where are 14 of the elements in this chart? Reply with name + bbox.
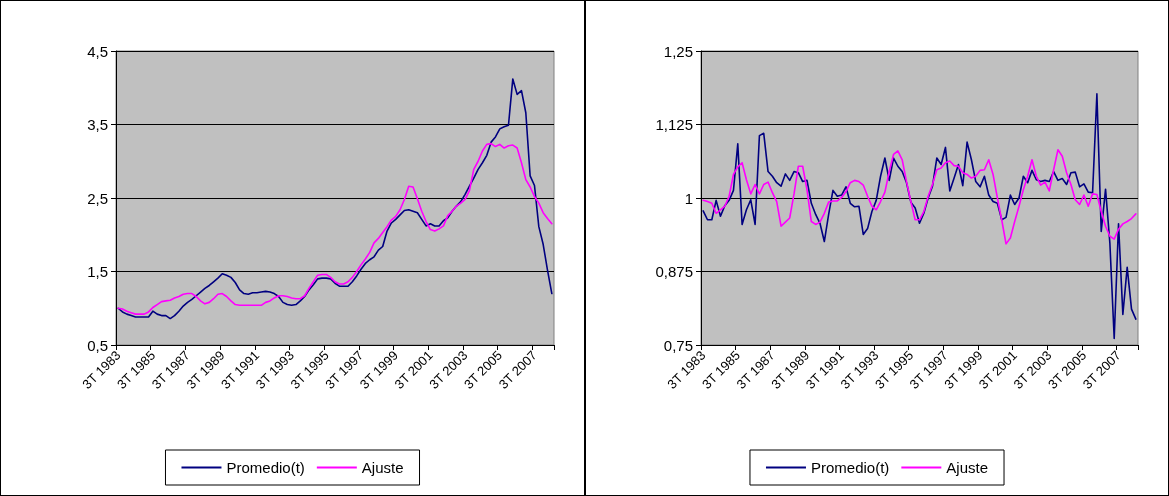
y-tick-label: 0,5 bbox=[87, 336, 108, 354]
y-tick-label: 4,5 bbox=[87, 42, 108, 60]
y-tick-label: 1 bbox=[684, 189, 693, 207]
y-tick-label: 3,5 bbox=[87, 116, 108, 133]
y-tick-label: 0,75 bbox=[663, 336, 693, 354]
y-tick-label: 1,25 bbox=[663, 42, 693, 60]
y-tick-label: 0,875 bbox=[655, 263, 693, 280]
y-tick-label: 1,5 bbox=[87, 263, 108, 280]
legend-label: Promedio(t) bbox=[226, 459, 305, 476]
y-tick-label: 1,125 bbox=[655, 116, 693, 133]
legend-label: Ajuste bbox=[361, 459, 404, 476]
y-tick-label: 2,5 bbox=[87, 189, 108, 207]
legend-label: Ajuste bbox=[946, 459, 989, 476]
legend-label: Promedio(t) bbox=[810, 459, 890, 476]
